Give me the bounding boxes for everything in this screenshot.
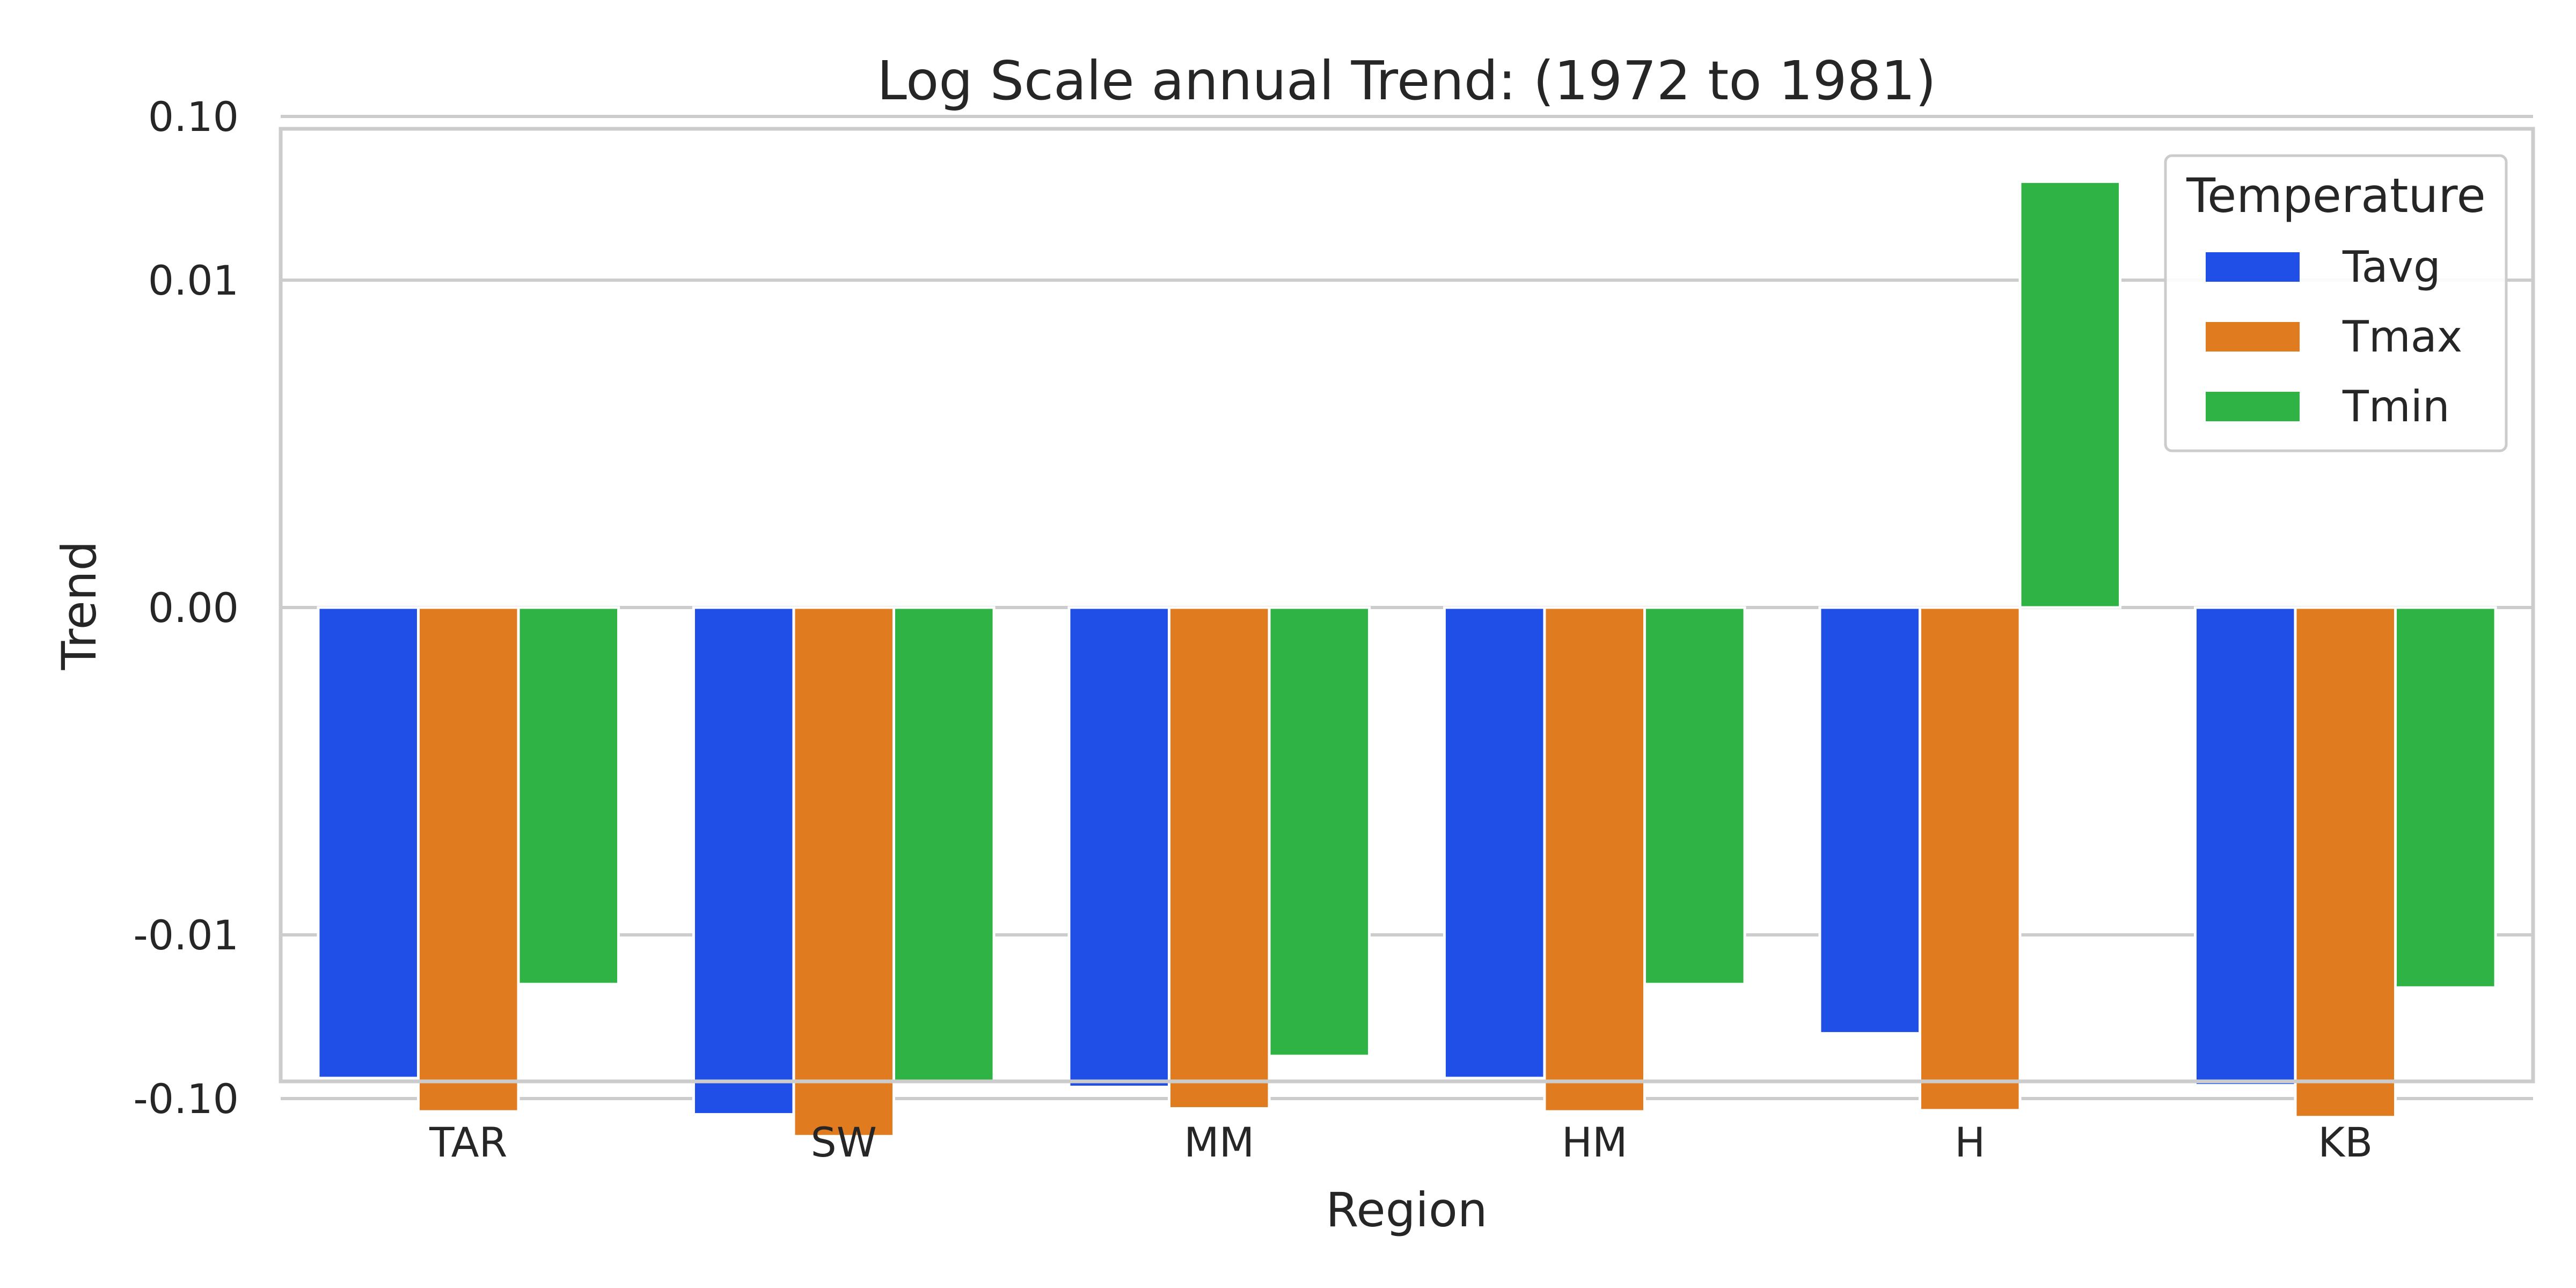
legend: Temperature Tavg Tmax Tmin [2164, 154, 2508, 452]
bar-tmin-mm [1268, 606, 1371, 1058]
y-tick-label: 0.00 [148, 584, 239, 632]
bar-tmin-h [2018, 180, 2122, 609]
bar-tmin-tar [517, 606, 620, 986]
grid-layer [281, 115, 2533, 1100]
x-tick-label: H [1955, 1118, 1985, 1166]
x-axis-label: Region [1326, 1182, 1487, 1238]
bar-tavg-kb [2193, 606, 2297, 1087]
bar-tavg-hm [1443, 606, 1546, 1080]
legend-box [2164, 154, 2508, 452]
bar-tmin-kb [2394, 606, 2497, 989]
y-tick-label: 0.10 [148, 93, 239, 141]
bar-tmax-sw [792, 606, 896, 1138]
legend-swatch-tmax [2206, 322, 2300, 352]
legend-label-tmin: Tmin [2342, 382, 2450, 431]
x-tick-label: TAR [429, 1118, 507, 1166]
bar-tavg-sw [692, 606, 795, 1116]
bar-tmin-sw [892, 606, 996, 1084]
legend-title: Temperature [2186, 168, 2485, 223]
chart-title: Log Scale annual Trend: (1972 to 1981) [877, 49, 1936, 112]
x-tick-label: HM [1562, 1118, 1628, 1166]
bar-tmax-mm [1167, 606, 1271, 1110]
y-tick-label: -0.10 [133, 1075, 239, 1123]
legend-swatch-tmin [2206, 392, 2300, 421]
bar-tmax-tar [416, 606, 520, 1113]
plot-frame [279, 127, 2535, 1084]
y-tick-label: 0.01 [148, 257, 239, 304]
legend-items: Tavg Tmax Tmin [2206, 242, 2462, 431]
legend-label-tmax: Tmax [2342, 312, 2462, 362]
bar-tmax-h [1918, 606, 2022, 1112]
legend-label-tavg: Tavg [2342, 242, 2441, 292]
bar-tmin-hm [1643, 606, 1746, 986]
bar-tavg-h [1818, 606, 1921, 1035]
y-tick-label: -0.01 [133, 911, 239, 959]
bar-tmax-hm [1543, 606, 1646, 1113]
bars [317, 180, 2497, 1138]
x-tick-label: MM [1184, 1118, 1254, 1166]
bar-tavg-tar [317, 606, 420, 1080]
x-tick-label: KB [2318, 1118, 2373, 1166]
x-tick-label: SW [811, 1118, 877, 1166]
bar-tavg-mm [1067, 606, 1170, 1088]
y-tick-labels: -0.10 -0.01 0.00 0.01 0.10 [133, 93, 239, 1123]
legend-swatch-tavg [2206, 252, 2300, 282]
bar-tmax-kb [2294, 606, 2397, 1119]
y-axis-label: Trend [52, 541, 107, 671]
x-tick-labels: TAR SW MM HM H KB [429, 1118, 2373, 1166]
